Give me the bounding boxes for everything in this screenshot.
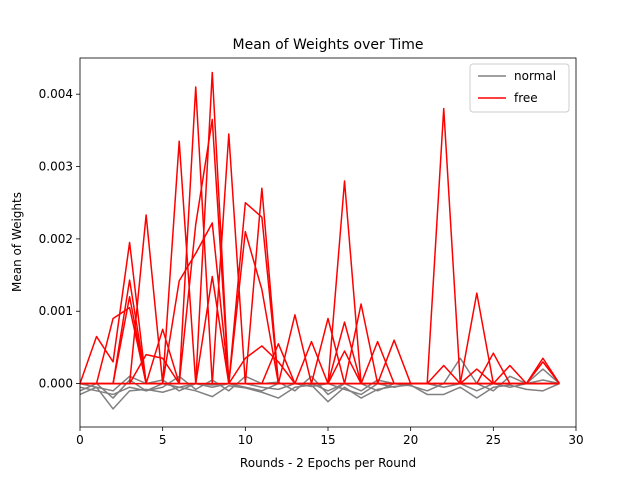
- series-line-free-6: [80, 133, 561, 385]
- x-tick-label: 15: [320, 433, 335, 447]
- legend: normal free: [469, 63, 570, 113]
- series-line-normal-0: [80, 382, 560, 410]
- x-tick-label: 25: [486, 433, 501, 447]
- y-tick-label: 0.000: [39, 377, 73, 391]
- legend-label-free: free: [514, 91, 538, 105]
- y-tick-label: 0.002: [39, 232, 73, 246]
- y-tick-label: 0.001: [39, 304, 73, 318]
- y-tick-label: 0.004: [39, 87, 73, 101]
- series-line-free-10: [80, 340, 560, 385]
- x-tick-label: 30: [568, 433, 583, 447]
- x-axis-label: Rounds - 2 Epochs per Round: [240, 456, 416, 470]
- x-tick-label: 10: [238, 433, 253, 447]
- y-tick-label: 0.003: [39, 160, 73, 174]
- y-axis-label: Mean of Weights: [10, 192, 24, 292]
- chart-title: Mean of Weights over Time: [233, 37, 424, 53]
- series-line-free-9: [80, 230, 560, 385]
- legend-label-normal: normal: [514, 69, 556, 83]
- series-line-normal-2: [80, 368, 560, 392]
- plot-frame: [79, 57, 577, 428]
- plot-area: [80, 71, 561, 410]
- x-tick-label: 0: [76, 433, 84, 447]
- series-line-free-4: [80, 86, 560, 385]
- x-tick-label: 5: [159, 433, 167, 447]
- axes: 0 5 10 15 20 25 30 0.000 0.001 0.002 0.003 0.004: [39, 57, 584, 447]
- x-tick-label: 20: [403, 433, 418, 447]
- series-line-free-5: [80, 71, 560, 385]
- series-line-free-7: [80, 118, 560, 385]
